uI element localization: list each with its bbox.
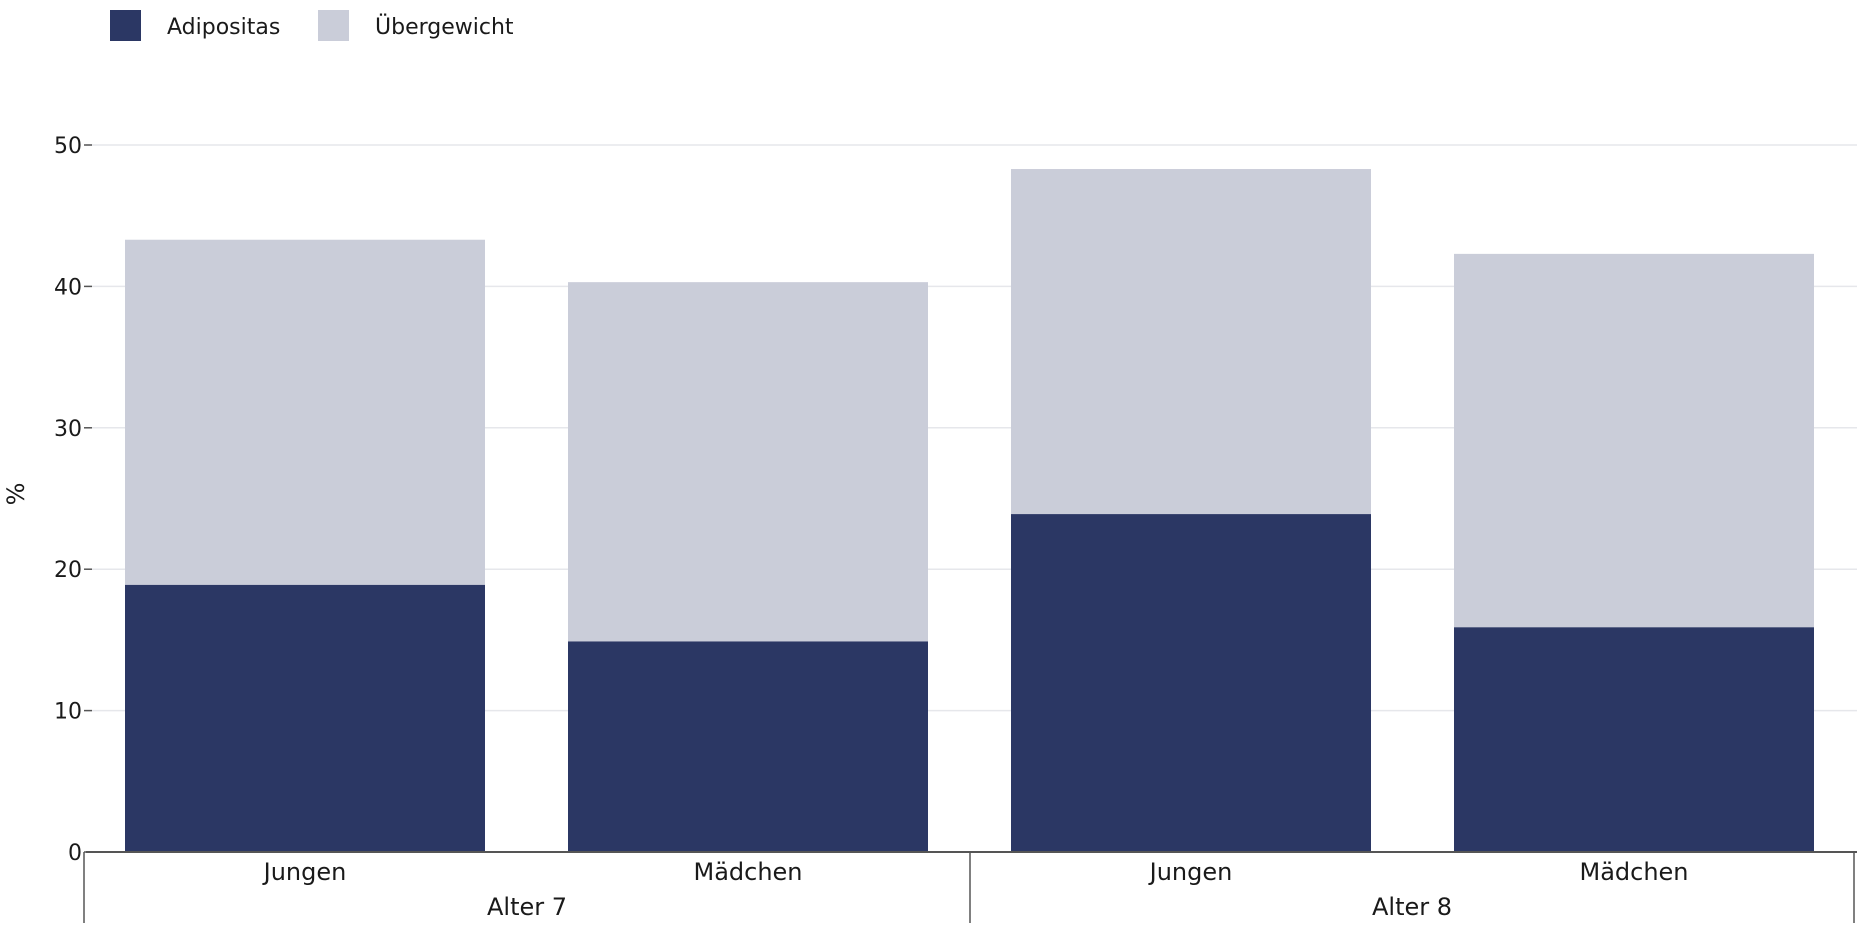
legend-swatch — [110, 10, 141, 41]
bar--bergewicht-3 — [1454, 253, 1814, 628]
bar--bergewicht-0 — [125, 239, 485, 585]
bar--bergewicht-1 — [568, 282, 928, 642]
y-tick-label: 50 — [54, 134, 82, 159]
y-axis-ticks: 0 10 20 30 40 50 — [54, 134, 92, 866]
legend: Adipositas Übergewicht — [110, 10, 514, 41]
x-category-label: Jungen — [262, 858, 347, 886]
bar-adipositas-0 — [125, 584, 485, 852]
legend-label: Übergewicht — [375, 14, 514, 40]
y-tick-label: 10 — [54, 700, 82, 725]
bar-adipositas-3 — [1454, 627, 1814, 852]
y-tick-label: 20 — [54, 558, 82, 583]
legend-label: Adipositas — [167, 15, 280, 40]
x-axis: Jungen Mädchen Jungen Mädchen Alter 7 Alter 8 — [83, 851, 1857, 923]
y-tick-label: 40 — [54, 275, 82, 300]
y-axis-title: % — [2, 483, 30, 506]
y-tick-label: 0 — [68, 841, 82, 866]
bar--bergewicht-2 — [1011, 169, 1371, 515]
bar-adipositas-1 — [568, 641, 928, 852]
x-category-label: Jungen — [1148, 858, 1233, 886]
x-group-label: Alter 7 — [487, 893, 567, 921]
x-category-label: Mädchen — [1579, 858, 1688, 886]
x-category-label: Mädchen — [693, 858, 802, 886]
y-tick-label: 30 — [54, 417, 82, 442]
legend-swatch — [318, 10, 349, 41]
x-group-label: Alter 8 — [1372, 893, 1452, 921]
bar-adipositas-2 — [1011, 514, 1371, 852]
bars — [125, 169, 1814, 852]
